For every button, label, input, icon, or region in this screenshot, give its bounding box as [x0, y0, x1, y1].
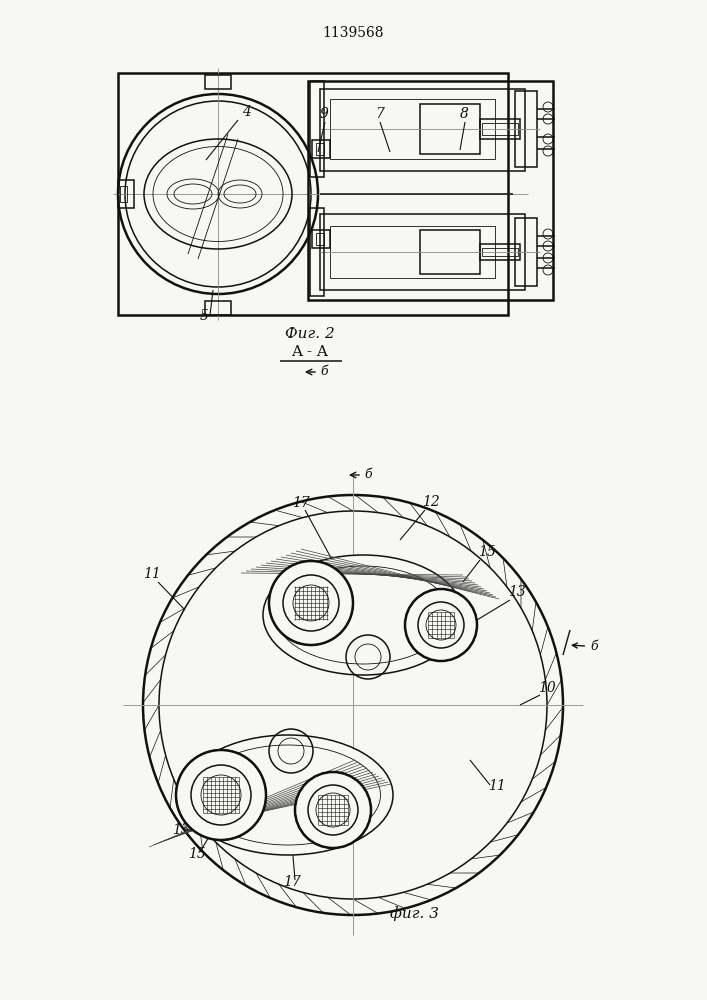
Bar — [118, 180, 134, 208]
Ellipse shape — [263, 555, 463, 675]
Bar — [480, 244, 520, 260]
Bar — [316, 143, 324, 155]
Bar — [316, 233, 324, 245]
Text: A - A: A - A — [291, 345, 329, 359]
Text: 15: 15 — [478, 545, 496, 559]
Bar — [120, 186, 127, 202]
Text: Фиг. 2: Фиг. 2 — [285, 327, 335, 341]
Bar — [482, 123, 518, 135]
Text: 11: 11 — [143, 567, 160, 581]
Circle shape — [316, 793, 350, 827]
Text: 10: 10 — [538, 681, 556, 695]
Text: 11: 11 — [488, 779, 506, 793]
Bar — [515, 91, 537, 167]
Text: 1139568: 1139568 — [322, 26, 384, 40]
Bar — [118, 73, 508, 315]
Circle shape — [295, 772, 371, 848]
Text: б: б — [320, 365, 327, 378]
Bar — [205, 301, 231, 315]
Text: 7: 7 — [375, 107, 384, 121]
Circle shape — [426, 610, 456, 640]
Text: 5: 5 — [200, 309, 209, 323]
Ellipse shape — [183, 735, 393, 855]
Bar — [312, 230, 330, 248]
Bar — [420, 230, 480, 274]
Bar — [320, 89, 525, 171]
Bar — [482, 248, 518, 256]
Bar — [308, 81, 553, 300]
Circle shape — [176, 750, 266, 840]
Text: 9: 9 — [320, 107, 329, 121]
Text: 17: 17 — [292, 496, 310, 510]
Text: б: б — [573, 640, 597, 653]
Bar — [312, 140, 330, 158]
Circle shape — [201, 775, 241, 815]
Bar — [320, 214, 525, 290]
Text: 8: 8 — [460, 107, 469, 121]
Bar — [310, 208, 324, 296]
Text: б: б — [364, 468, 372, 481]
Circle shape — [269, 561, 353, 645]
Bar — [515, 218, 537, 286]
Bar — [310, 81, 324, 177]
Circle shape — [293, 585, 329, 621]
Text: 4: 4 — [242, 105, 251, 119]
Text: 15: 15 — [188, 847, 206, 861]
Text: фиг. 3: фиг. 3 — [390, 906, 440, 921]
Bar — [330, 226, 495, 278]
Text: 17: 17 — [283, 875, 300, 889]
Bar — [205, 75, 231, 89]
Circle shape — [405, 589, 477, 661]
Text: 13: 13 — [508, 585, 526, 599]
Text: 12: 12 — [422, 495, 440, 509]
Bar — [480, 119, 520, 139]
Bar — [420, 104, 480, 154]
Bar — [330, 99, 495, 159]
Text: 13: 13 — [172, 823, 189, 837]
